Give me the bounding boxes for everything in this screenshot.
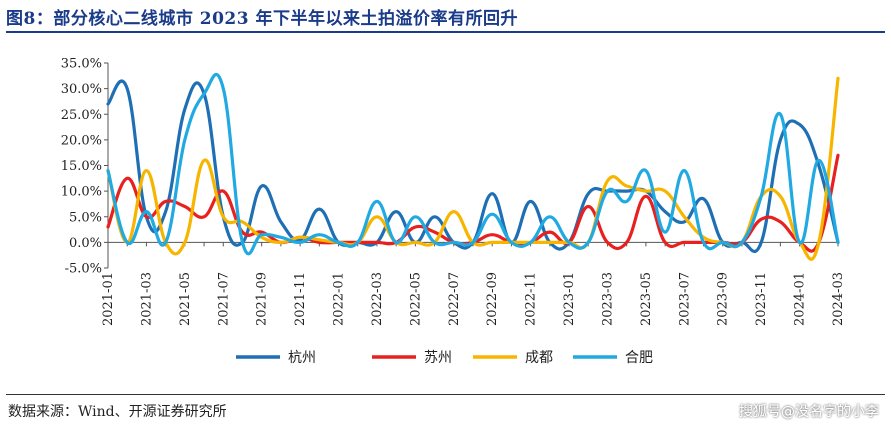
series-line-4 <box>106 72 840 256</box>
legend: 杭州 苏州 成都 合肥 <box>236 350 653 366</box>
x-tick-label: 2021-07 <box>216 272 231 326</box>
series-line-3 <box>106 76 840 261</box>
x-tick-label: 2022-11 <box>524 272 539 326</box>
x-tick-label: 2023-01 <box>562 272 577 326</box>
y-tick-label: 35.0% <box>61 57 102 72</box>
legend-label: 杭州 <box>288 350 316 366</box>
x-tick-label: 2023-03 <box>600 272 615 326</box>
y-tick-label: 20.0% <box>61 133 102 148</box>
x-tick-label: 2021-01 <box>101 272 116 326</box>
x-tick-label: 2023-11 <box>754 272 769 326</box>
legend-label: 成都 <box>525 350 553 366</box>
x-tick-label: 2024-03 <box>831 272 846 326</box>
y-tick-label: 15.0% <box>61 159 102 174</box>
x-tick-label: 2022-09 <box>485 272 500 326</box>
footer-divider <box>6 394 885 395</box>
y-tick-label: -5.0% <box>65 262 102 277</box>
chart-title: 图8：部分核心二线城市 2023 年下半年以来土拍溢价率有所回升 <box>6 9 518 29</box>
x-tick-label: 2021-05 <box>178 272 193 326</box>
y-tick-label: 30.0% <box>61 82 102 97</box>
y-tick-label: 0.0% <box>69 236 102 251</box>
x-tick-label: 2021-11 <box>293 272 308 326</box>
x-tick-label: 2021-09 <box>255 272 270 326</box>
series-layer <box>106 72 840 261</box>
x-tick-label: 2022-05 <box>408 272 423 326</box>
x-tick-label: 2022-07 <box>447 272 462 326</box>
watermark: 搜狐号@没名字的小李 <box>739 404 879 420</box>
y-axis: -5.0% 0.0% 5.0% 10.0% 15.0% 20.0% 25.0% 30.0% 35… <box>61 57 109 277</box>
series-line-1 <box>106 79 840 254</box>
x-tick-label: 2022-01 <box>332 272 347 326</box>
y-tick-label: 25.0% <box>61 108 102 123</box>
legend-label: 苏州 <box>424 350 452 366</box>
x-tick-label: 2023-05 <box>639 272 654 326</box>
source-note: 数据来源：Wind、开源证券研究所 <box>8 404 227 420</box>
x-tick-label: 2022-03 <box>370 272 385 326</box>
x-tick-label: 2021-03 <box>139 272 154 326</box>
x-tick-label: 2023-07 <box>677 272 692 326</box>
x-tick-label: 2024-01 <box>793 272 808 326</box>
y-tick-label: 10.0% <box>61 185 102 200</box>
y-tick-label: 5.0% <box>69 210 102 225</box>
legend-label: 合肥 <box>625 350 653 366</box>
x-tick-label: 2023-09 <box>716 272 731 326</box>
x-axis: 2021-01 2021-03 2021-05 2021-07 2021-09 2021-… <box>101 241 846 326</box>
title-divider <box>6 31 885 33</box>
